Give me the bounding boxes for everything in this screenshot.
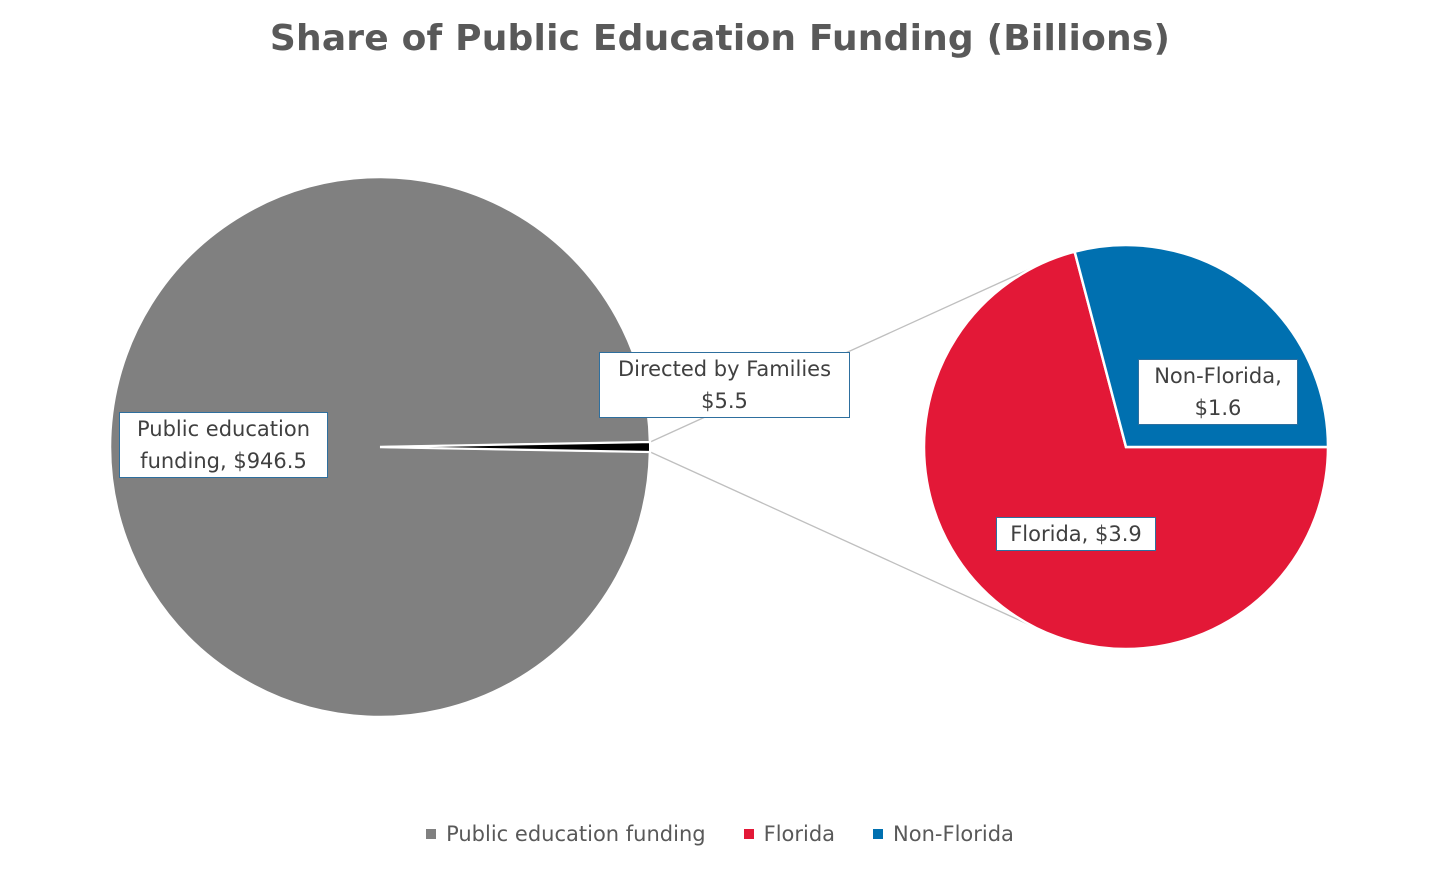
legend-item-florida: Florida [743, 822, 836, 846]
data-label-directed-line2: $5.5 [701, 389, 748, 413]
secondary-pie [922, 243, 1330, 651]
data-label-non-florida: Non-Florida, $1.6 [1138, 359, 1298, 425]
data-label-nonfl-line2: $1.6 [1194, 396, 1242, 420]
data-label-directed-line1: Directed by Families [617, 357, 832, 381]
main-pie [108, 175, 652, 719]
data-label-directed-by-families: Directed by Families $5.5 [599, 352, 850, 418]
data-label-nonfl-line1: Non-Florida, [1154, 364, 1282, 388]
pie-slice-directed-by-families [379, 441, 652, 453]
legend-label-non-florida: Non-Florida [893, 822, 1014, 846]
data-label-florida-line1: Florida, $3.9 [1010, 522, 1142, 546]
connector-line-lower [649, 451, 1035, 628]
data-label-florida: Florida, $3.9 [996, 517, 1156, 551]
legend-item-public-education: Public education funding [426, 822, 706, 846]
legend: Public education funding Florida Non-Flo… [0, 822, 1440, 846]
legend-item-non-florida: Non-Florida [873, 822, 1014, 846]
legend-swatch-non-florida [873, 829, 884, 839]
data-label-public-education: Public education funding, $946.5 [119, 412, 328, 478]
data-label-public-line1: Public education [136, 417, 311, 441]
legend-label-public: Public education funding [446, 822, 706, 846]
chart-title: Share of Public Education Funding (Billi… [269, 18, 1171, 59]
legend-label-florida: Florida [763, 822, 836, 846]
legend-swatch-public [426, 829, 437, 839]
legend-swatch-florida [743, 829, 754, 839]
data-label-public-line2: funding, $946.5 [140, 449, 307, 473]
